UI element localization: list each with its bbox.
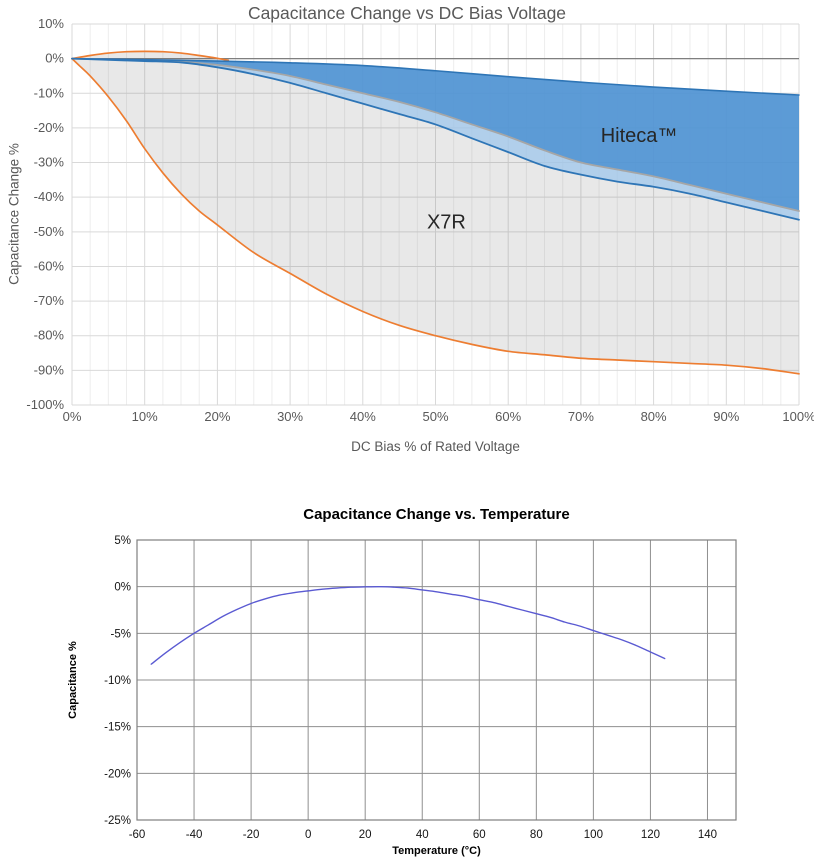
x-tick-label: -40	[186, 829, 203, 841]
y-tick-label: 10%	[38, 16, 64, 31]
x-tick-label: 40	[416, 829, 429, 841]
y-tick-label: -20%	[104, 768, 131, 780]
chart-title: Capacitance Change vs DC Bias Voltage	[247, 3, 567, 23]
x-tick-label: 20%	[204, 409, 230, 424]
x-tick-label: 50%	[422, 409, 448, 424]
y-tick-label: 0%	[114, 582, 131, 594]
x-tick-label: 70%	[568, 409, 594, 424]
y-tick-label: -25%	[104, 815, 131, 827]
x-tick-label: 100	[584, 829, 603, 841]
y-tick-label: -50%	[34, 224, 65, 239]
y-tick-label: -5%	[111, 628, 131, 640]
x-tick-label: 60%	[495, 409, 521, 424]
y-tick-label: -10%	[104, 675, 131, 687]
series-hiteca-min	[71, 57, 800, 221]
y-tick-label: -40%	[34, 189, 65, 204]
series-capacitance-vs-temperature	[150, 585, 666, 665]
x-tick-label: 40%	[350, 409, 376, 424]
band-overlap-band	[72, 58, 799, 220]
series-x7r-max	[71, 50, 230, 62]
series-x7r-min	[71, 57, 800, 375]
x-tick-label: 90%	[713, 409, 739, 424]
x-tick-label: 100%	[782, 409, 814, 424]
plot-border	[136, 539, 737, 821]
x-tick-label: -20	[243, 829, 260, 841]
x-tick-label: 10%	[132, 409, 158, 424]
x-tick-label: 60	[473, 829, 486, 841]
y-tick-label: 5%	[114, 535, 131, 547]
dc-bias-plot-area: 0% 10% 20% 30% 40% 50% 60% 70% 80% 90% 100%10%0%-1…	[26, 16, 814, 424]
y-tick-label: -15%	[104, 722, 131, 734]
x-tick-label: 140	[698, 829, 717, 841]
series-x7r-typical	[71, 57, 800, 212]
x-axis-title: Temperature (°C)	[392, 845, 481, 857]
band-hiteca-band	[72, 58, 799, 212]
x-tick-label: 120	[641, 829, 660, 841]
x-tick-label: 0	[305, 829, 311, 841]
series-label-x7r: X7R	[427, 211, 466, 233]
y-tick-label: -30%	[34, 155, 65, 170]
x-tick-label: 80%	[641, 409, 667, 424]
chart-title: Capacitance Change vs. Temperature	[303, 506, 570, 523]
x-axis-title: DC Bias % of Rated Voltage	[351, 439, 520, 454]
y-tick-label: -20%	[34, 120, 65, 135]
y-tick-label: -80%	[34, 328, 65, 343]
y-tick-label: -70%	[34, 293, 65, 308]
x-tick-label: 20	[359, 829, 372, 841]
y-tick-label: 0%	[45, 51, 64, 66]
x-tick-label: 80	[530, 829, 543, 841]
y-tick-label: -90%	[34, 362, 65, 377]
series-label-hiteca: Hiteca™	[601, 125, 678, 147]
series-hiteca-max	[71, 57, 800, 96]
x-tick-label: -60	[129, 829, 146, 841]
y-tick-label: -60%	[34, 258, 65, 273]
y-tick-label: -10%	[34, 85, 65, 100]
y-tick-label: -100%	[26, 397, 64, 412]
temperature-plot-area: -60 -40 -20 0 20 40 60 80 100 120 140 5% 0% -5% -10% -1…	[104, 535, 737, 841]
x-tick-label: 30%	[277, 409, 303, 424]
x-tick-label: 0%	[63, 409, 82, 424]
band-x7r-band	[72, 51, 799, 374]
